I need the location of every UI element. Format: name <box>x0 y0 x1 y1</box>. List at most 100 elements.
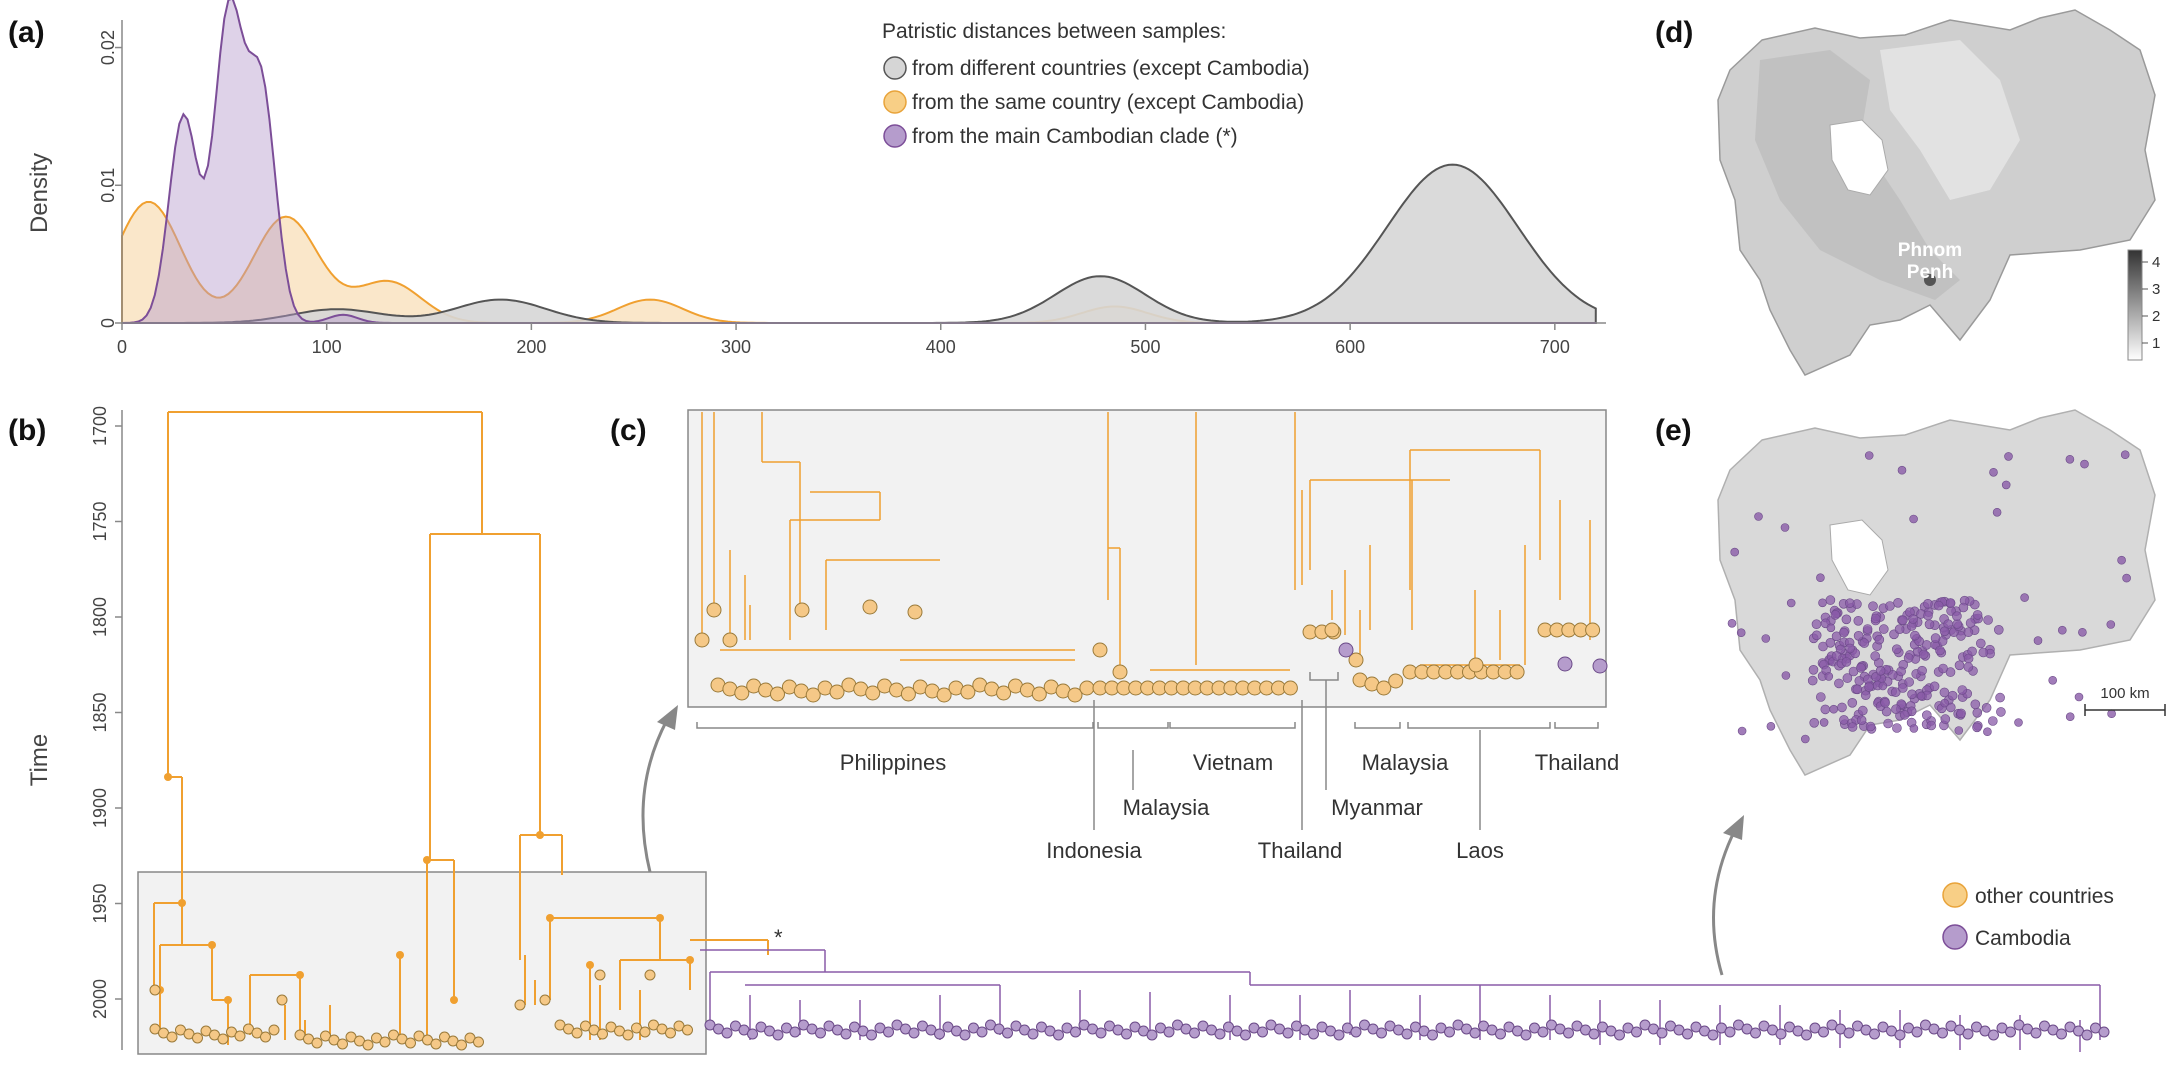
sample-point <box>2078 627 2087 637</box>
tip <box>976 1026 988 1038</box>
tip <box>473 1036 484 1048</box>
scale-tick-label: 4 <box>2152 254 2160 271</box>
sample-point <box>1831 651 1842 661</box>
sample-point <box>1868 601 1878 612</box>
sample-point <box>1897 465 1907 475</box>
sample-point <box>1939 626 1950 637</box>
sample-point <box>1972 722 1982 733</box>
tip <box>1427 1029 1438 1041</box>
sample-point <box>1824 672 1834 681</box>
tip <box>1724 1026 1736 1038</box>
sample-point <box>1730 547 1739 557</box>
city-label-line1: Phnom <box>1898 240 1962 261</box>
tip <box>936 687 952 703</box>
tip <box>682 1024 693 1036</box>
sample-point <box>1780 523 1790 532</box>
tip <box>597 1028 608 1040</box>
label-thailand-top: Thailand <box>1535 750 1619 775</box>
sample-point <box>1939 687 1950 698</box>
tip <box>1338 642 1354 658</box>
sample-point <box>1945 598 1956 608</box>
tip <box>405 1037 416 1049</box>
sample-point <box>1854 676 1865 686</box>
sample-point <box>1910 630 1920 641</box>
sample-point <box>1994 624 2004 635</box>
tip <box>1189 1027 1200 1039</box>
tip <box>959 1029 971 1041</box>
sample-point <box>1926 720 1937 731</box>
tip <box>1079 680 1095 696</box>
sample-point <box>1811 630 1822 641</box>
sample-point <box>1909 514 1918 524</box>
time-tick-label: 2000 <box>90 979 110 1019</box>
tip <box>217 1033 229 1045</box>
tip <box>1163 1026 1175 1038</box>
tip <box>1592 658 1608 674</box>
sample-point <box>1983 615 1993 625</box>
tip <box>1444 1026 1455 1038</box>
tip <box>1563 1027 1574 1039</box>
tip <box>1070 1026 1081 1038</box>
label-malaysia-top: Malaysia <box>1362 750 1450 775</box>
sample-point <box>1892 723 1902 733</box>
tip <box>1282 1027 1294 1039</box>
tip <box>1750 1027 1761 1039</box>
map-arrow <box>1712 829 1737 976</box>
panel-label-b: (b) <box>8 414 46 447</box>
sample-point <box>1856 662 1866 673</box>
sample-point <box>1880 697 1890 708</box>
tip <box>1937 1027 1948 1039</box>
sample-point <box>1809 717 1819 728</box>
tip <box>2098 1026 2110 1038</box>
sample-point <box>1907 689 1917 700</box>
y-tick-label: 0.01 <box>98 168 118 203</box>
sample-point <box>1865 721 1876 732</box>
tip <box>1121 1028 1132 1040</box>
tip <box>1146 1029 1158 1041</box>
density-legend: Patristic distances between samples: fro… <box>882 20 1310 148</box>
panel-label-c: (c) <box>610 414 647 447</box>
tip <box>1240 1029 1251 1041</box>
tip <box>1988 1029 1999 1041</box>
sample-point <box>1870 651 1880 661</box>
legend-e-swatch-other <box>1942 882 1968 908</box>
sample-point <box>1825 637 1836 648</box>
tip <box>1911 1026 1923 1038</box>
tip <box>1495 1028 1506 1040</box>
tip <box>862 599 878 615</box>
tip <box>337 1038 348 1050</box>
sample-point <box>1864 451 1874 460</box>
tip <box>866 1029 877 1041</box>
time-tick-label: 1850 <box>90 692 110 732</box>
map-arrow-head <box>1723 815 1744 840</box>
zoom-panel <box>687 409 1607 708</box>
tip <box>747 1028 758 1040</box>
time-tick-label: 1900 <box>90 788 110 828</box>
zoom-arrow <box>641 719 669 873</box>
sample-point <box>1954 726 1964 735</box>
sample-point <box>1894 624 1905 635</box>
tip <box>268 1024 280 1036</box>
x-tick-label: 300 <box>721 337 751 357</box>
tip <box>1801 1029 1812 1041</box>
sample-point <box>1845 598 1855 609</box>
tip <box>1308 1028 1319 1040</box>
sample-point <box>2074 692 2084 702</box>
tip <box>734 685 750 701</box>
sample-point <box>1885 601 1895 611</box>
sample-point <box>1845 643 1855 654</box>
tip <box>1588 1028 1600 1040</box>
legend-label-same: from the same country (except Cambodia) <box>912 91 1304 114</box>
sample-point <box>1963 627 1974 638</box>
sample-point <box>1781 671 1791 680</box>
sample-point <box>1933 600 1944 611</box>
tip <box>539 994 551 1006</box>
sample-point <box>1970 699 1981 710</box>
tip <box>1585 622 1601 638</box>
tip <box>829 684 845 700</box>
tip <box>1869 1028 1880 1040</box>
sample-point <box>1965 618 1976 628</box>
sample-point <box>2107 709 2116 719</box>
tip <box>865 685 881 701</box>
tip <box>1469 1027 1481 1039</box>
